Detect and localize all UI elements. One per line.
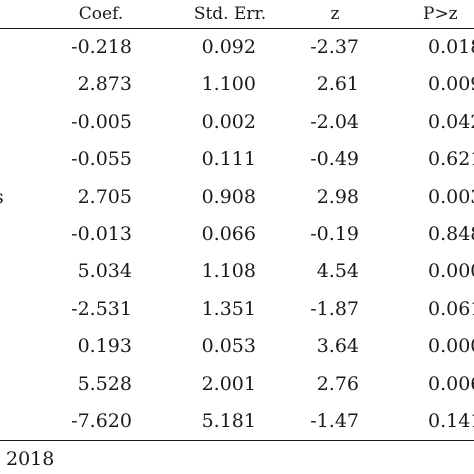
z-value: -0.49 — [310, 148, 359, 171]
coef-value: 2.705 — [77, 185, 132, 208]
std-err-value: 0.908 — [201, 185, 256, 208]
table-row: s 2.705 0.908 2.98 0.003 — [0, 179, 474, 216]
coef-value: 0.193 — [77, 335, 132, 358]
header-z: z — [330, 4, 340, 24]
std-err-value: 2.001 — [201, 372, 256, 395]
z-value: 3.64 — [316, 335, 359, 358]
p-value: 0.018 — [428, 36, 474, 58]
p-value: 0.141 — [428, 410, 474, 432]
table-row: -0.013 0.066 -0.19 0.848 — [0, 216, 474, 253]
coef-value: -0.055 — [71, 148, 132, 171]
std-err-value: 0.092 — [201, 36, 256, 58]
std-err-value: 1.108 — [201, 260, 256, 283]
p-value: 0.003 — [428, 185, 474, 208]
bottom-rule — [0, 440, 474, 441]
p-value: 0.042 — [428, 110, 474, 133]
p-value: 0.848 — [428, 223, 474, 245]
coef-value: -0.013 — [71, 223, 132, 245]
z-value: -0.19 — [310, 223, 359, 245]
p-value: 0.000 — [428, 260, 474, 283]
table-footnote: 2018 — [6, 448, 55, 470]
table-row: -0.218 0.092 -2.37 0.018 — [0, 29, 474, 66]
row-label: s — [0, 183, 14, 211]
p-value: 0.009 — [428, 73, 474, 96]
table-row: 5.528 2.001 2.76 0.006 — [0, 366, 474, 403]
z-value: 2.98 — [316, 185, 359, 208]
std-err-value: 1.351 — [201, 297, 256, 320]
p-value: 0.006 — [428, 372, 474, 395]
std-err-value: 5.181 — [201, 410, 256, 432]
coef-value: -0.218 — [71, 36, 132, 58]
table-row: -7.620 5.181 -1.47 0.141 — [0, 403, 474, 440]
table-row: 2.873 1.100 2.61 0.009 — [0, 66, 474, 103]
coef-value: 5.528 — [77, 372, 132, 395]
table-header-row: Coef. Std. Err. z P>z — [0, 0, 474, 28]
std-err-value: 0.053 — [201, 335, 256, 358]
header-std-err: Std. Err. — [193, 4, 267, 24]
std-err-value: 0.066 — [201, 223, 256, 245]
p-value: 0.621 — [428, 148, 474, 171]
header-coef: Coef. — [78, 4, 124, 24]
coef-value: -2.531 — [71, 297, 132, 320]
table-row: 0.193 0.053 3.64 0.000 — [0, 328, 474, 365]
z-value: 2.61 — [316, 73, 359, 96]
coef-value: -0.005 — [71, 110, 132, 133]
coef-value: 2.873 — [77, 73, 132, 96]
coef-value: -7.620 — [71, 410, 132, 432]
header-p-value: P>z — [423, 4, 458, 24]
z-value: -1.47 — [310, 410, 359, 432]
table-row: 5.034 1.108 4.54 0.000 — [0, 253, 474, 290]
p-value: 0.000 — [428, 335, 474, 358]
std-err-value: 1.100 — [201, 73, 256, 96]
std-err-value: 0.002 — [201, 110, 256, 133]
z-value: -1.87 — [310, 297, 359, 320]
p-value: 0.061 — [428, 297, 474, 320]
z-value: -2.37 — [310, 36, 359, 58]
table-row: -0.055 0.111 -0.49 0.621 — [0, 141, 474, 178]
coef-value: 5.034 — [77, 260, 132, 283]
top-rule — [0, 28, 474, 29]
std-err-value: 0.111 — [201, 148, 256, 171]
z-value: 2.76 — [316, 372, 359, 395]
table-row: -2.531 1.351 -1.87 0.061 — [0, 291, 474, 328]
z-value: 4.54 — [316, 260, 359, 283]
table-row: -0.005 0.002 -2.04 0.042 — [0, 104, 474, 141]
z-value: -2.04 — [310, 110, 359, 133]
